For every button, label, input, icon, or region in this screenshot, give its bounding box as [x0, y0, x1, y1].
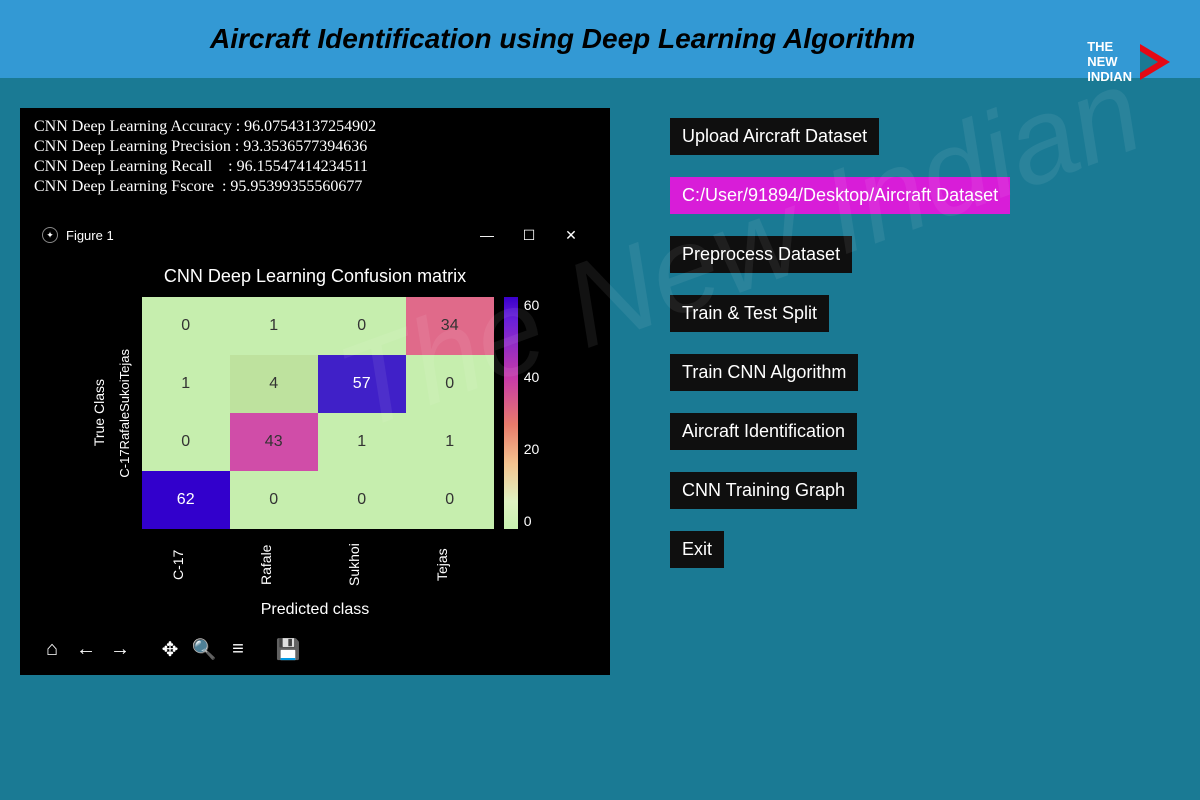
figure-toolbar: ⌂ ← → ✥ 🔍 ≡ 💾 [34, 629, 596, 669]
save-icon[interactable]: 💾 [274, 635, 302, 663]
matrix-cell: 43 [230, 413, 318, 471]
matrix-cell: 34 [406, 297, 494, 355]
metric-recall: CNN Deep Learning Recall : 96.1554741423… [34, 158, 596, 176]
matrix-cell: 57 [318, 355, 406, 413]
colorbar: 60 40 20 0 [504, 297, 540, 529]
train-button[interactable]: Train CNN Algorithm [670, 354, 858, 391]
metric-precision: CNN Deep Learning Precision : 93.3536577… [34, 138, 596, 156]
upload-button[interactable]: Upload Aircraft Dataset [670, 118, 879, 155]
dataset-path-display[interactable]: C:/User/91894/Desktop/Aircraft Dataset [670, 177, 1010, 214]
x-tick-label: Rafale [258, 537, 346, 593]
heatmap-wrap: True Class C-17RafaleSukoiTejas 01034145… [91, 297, 540, 529]
matrix-cell: 0 [406, 471, 494, 529]
page-title: Aircraft Identification using Deep Learn… [210, 23, 915, 55]
confusion-matrix: 01034145700431162000 [142, 297, 494, 529]
plot-area: CNN Deep Learning Confusion matrix True … [34, 250, 596, 629]
main-content: CNN Deep Learning Accuracy : 96.07543137… [0, 78, 1200, 675]
colorbar-tick: 40 [524, 369, 540, 385]
minimize-button[interactable]: ― [470, 227, 504, 243]
matrix-cell: 0 [318, 471, 406, 529]
matrix-cell: 0 [142, 413, 230, 471]
matrix-cell: 1 [318, 413, 406, 471]
split-button[interactable]: Train & Test Split [670, 295, 829, 332]
matrix-cell: 0 [142, 297, 230, 355]
configure-icon[interactable]: ≡ [224, 635, 252, 663]
output-panel: CNN Deep Learning Accuracy : 96.07543137… [20, 108, 610, 675]
figure-window: ✦ Figure 1 ― ☐ ✕ CNN Deep Learning Confu… [34, 220, 596, 669]
graph-button[interactable]: CNN Training Graph [670, 472, 857, 509]
x-axis-label: Predicted class [261, 601, 370, 619]
plot-title: CNN Deep Learning Confusion matrix [164, 266, 466, 287]
preprocess-button[interactable]: Preprocess Dataset [670, 236, 852, 273]
matrix-cell: 1 [142, 355, 230, 413]
figure-titlebar[interactable]: ✦ Figure 1 ― ☐ ✕ [34, 220, 596, 250]
identify-button[interactable]: Aircraft Identification [670, 413, 857, 450]
logo: THE NEW INDIAN [1087, 40, 1170, 85]
x-axis-ticks: C-17RafaleSukhoiTejas [170, 537, 522, 593]
close-button[interactable]: ✕ [554, 227, 588, 244]
y-axis-ticks: C-17RafaleSukoiTejas [117, 349, 132, 478]
back-icon[interactable]: ← [72, 635, 100, 663]
colorbar-tick: 20 [524, 441, 540, 457]
exit-button[interactable]: Exit [670, 531, 724, 568]
metric-fscore: CNN Deep Learning Fscore : 95.9539935556… [34, 178, 596, 196]
x-tick-label: C-17 [170, 537, 258, 593]
x-tick-label: Tejas [434, 537, 522, 593]
figure-icon: ✦ [42, 227, 58, 243]
maximize-button[interactable]: ☐ [512, 227, 546, 244]
matrix-cell: 0 [406, 355, 494, 413]
colorbar-ticks: 60 40 20 0 [524, 297, 540, 529]
matrix-cell: 4 [230, 355, 318, 413]
colorbar-tick: 60 [524, 297, 540, 313]
play-icon [1140, 44, 1170, 80]
colorbar-tick: 0 [524, 513, 540, 529]
metrics-block: CNN Deep Learning Accuracy : 96.07543137… [34, 118, 596, 196]
matrix-cell: 0 [318, 297, 406, 355]
metric-accuracy: CNN Deep Learning Accuracy : 96.07543137… [34, 118, 596, 136]
figure-title: Figure 1 [66, 228, 114, 243]
matrix-cell: 1 [230, 297, 318, 355]
x-tick-label: Sukhoi [346, 537, 434, 593]
pan-icon[interactable]: ✥ [156, 635, 184, 663]
y-axis-label: True Class [91, 379, 107, 446]
matrix-cell: 1 [406, 413, 494, 471]
matrix-cell: 0 [230, 471, 318, 529]
zoom-icon[interactable]: 🔍 [190, 635, 218, 663]
header-bar: Aircraft Identification using Deep Learn… [0, 0, 1200, 78]
colorbar-gradient [504, 297, 518, 529]
home-icon[interactable]: ⌂ [38, 635, 66, 663]
controls-panel: Upload Aircraft Dataset C:/User/91894/De… [670, 108, 1010, 675]
forward-icon[interactable]: → [106, 635, 134, 663]
logo-text: THE NEW INDIAN [1087, 40, 1132, 85]
matrix-cell: 62 [142, 471, 230, 529]
